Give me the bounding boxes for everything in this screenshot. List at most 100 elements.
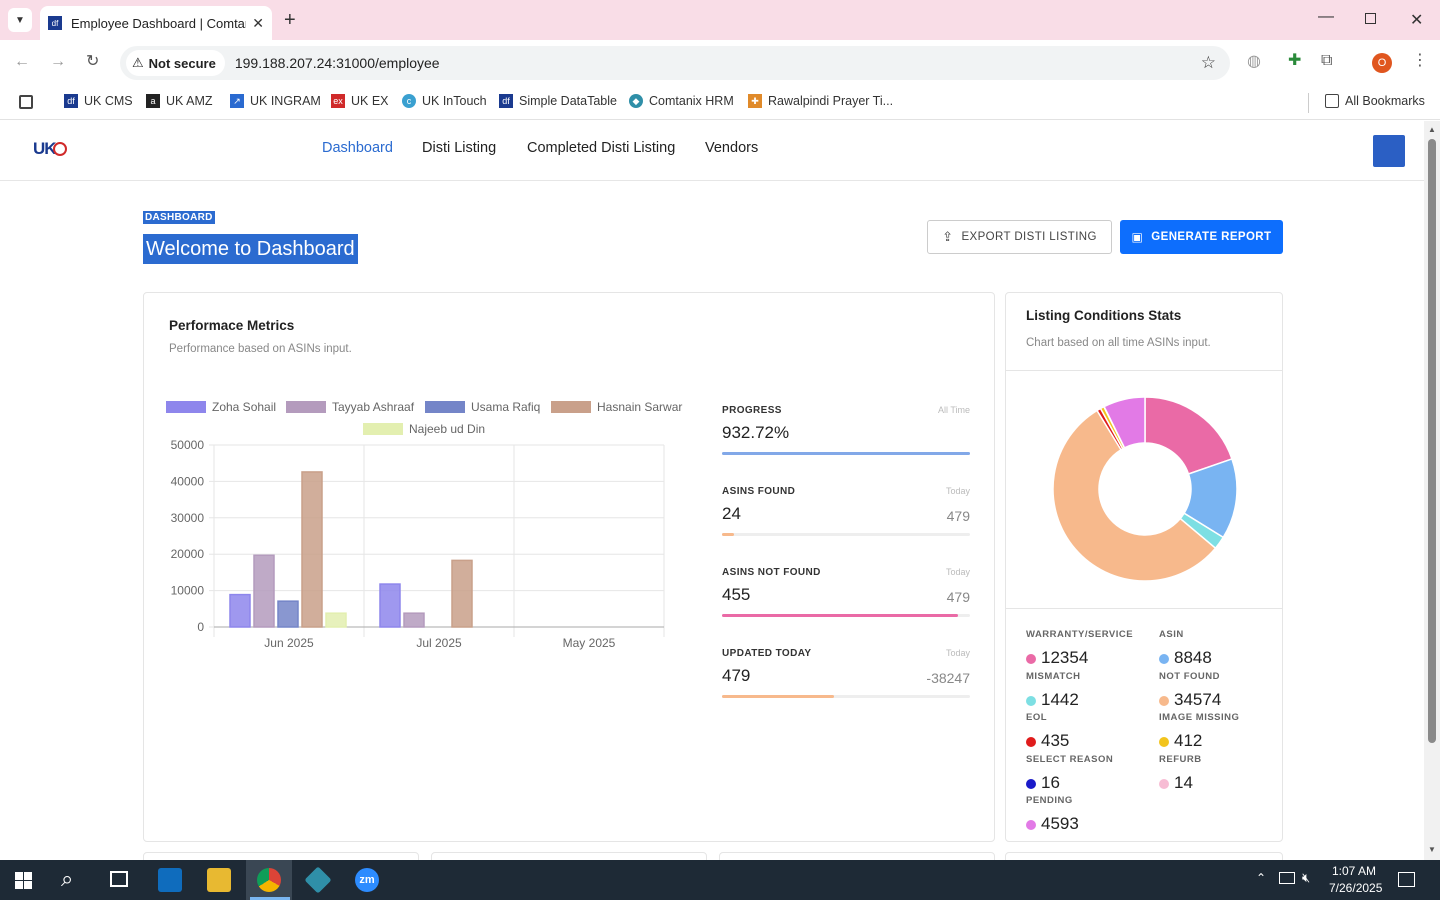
scroll-down-icon[interactable]: ▼ — [1428, 845, 1436, 854]
divider — [1006, 370, 1282, 371]
bookmark-comtanix-hrm[interactable]: ◆ Comtanix HRM — [629, 94, 734, 108]
metric-value: 24 — [722, 504, 741, 523]
profile-avatar[interactable]: O — [1372, 53, 1392, 73]
bar-najeeb-ud-din — [325, 612, 347, 628]
warning-icon: ⚠ — [132, 55, 144, 70]
more-menu-icon[interactable]: ⋮ — [1412, 52, 1428, 69]
page-scrollbar[interactable]: ▲ ▼ — [1424, 121, 1440, 860]
bar-tayyab-ashraaf — [403, 612, 425, 628]
restore-icon[interactable] — [1365, 13, 1376, 24]
extension-plus-icon[interactable]: ✚ — [1288, 52, 1302, 69]
performance-subtitle: Performance based on ASINs input. — [169, 343, 352, 355]
nav-dashboard[interactable]: Dashboard — [322, 140, 393, 156]
close-window-icon[interactable]: ✕ — [1410, 12, 1424, 29]
stat-label: NOT FOUND — [1159, 670, 1220, 682]
metric-progress-bar — [722, 452, 970, 455]
stat-value: 34574 — [1159, 690, 1221, 710]
metric-progress-bar — [722, 533, 735, 536]
stat-label: SELECT REASON — [1026, 753, 1114, 765]
extensions-puzzle-icon[interactable]: ⧉ — [1321, 52, 1333, 69]
metric-value: 479 — [722, 666, 751, 685]
generate-report-button[interactable]: ▣ GENERATE REPORT — [1120, 220, 1283, 254]
divider — [1006, 608, 1282, 609]
windows-start-icon[interactable] — [15, 872, 32, 889]
nav-disti-listing[interactable]: Disti Listing — [422, 140, 497, 156]
card-stub — [1005, 852, 1283, 860]
network-icon[interactable] — [1279, 872, 1295, 884]
bookmarks-divider — [1308, 93, 1309, 113]
bookmark-uk-ingram[interactable]: ↗ UK INGRAM — [230, 94, 321, 108]
user-avatar[interactable] — [1373, 135, 1405, 167]
notifications-icon[interactable] — [1398, 872, 1415, 887]
back-icon[interactable]: ← — [14, 53, 30, 70]
bookmark-simple-datatable[interactable]: df Simple DataTable — [499, 94, 617, 108]
x-tick-label: May 2025 — [563, 636, 616, 650]
card-stub — [719, 852, 995, 860]
nav-completed-disti-listing[interactable]: Completed Disti Listing — [527, 140, 676, 156]
active-indicator — [250, 897, 290, 900]
uk-logo[interactable]: UK — [33, 139, 67, 159]
bookmark-star-icon[interactable]: ☆ — [1200, 53, 1216, 72]
y-tick-label: 0 — [197, 620, 204, 634]
clock-time[interactable]: 1:07 AM — [1332, 864, 1377, 878]
metric-total: 479 — [946, 589, 970, 605]
listing-subtitle: Chart based on all time ASINs input. — [1026, 337, 1211, 349]
bookmarks-bar: df UK CMS a UK AMZ ↗ UK INGRAM ex UK EX c UK … — [0, 86, 1440, 120]
clock-date[interactable]: 7/26/2025 — [1329, 881, 1383, 895]
file-explorer-icon[interactable] — [207, 868, 231, 892]
apps-grid-icon[interactable] — [19, 95, 33, 109]
legend-swatch — [286, 401, 326, 413]
performance-title: Performace Metrics — [169, 318, 295, 333]
legend-swatch — [551, 401, 591, 413]
stat-number: 12354 — [1041, 648, 1089, 667]
close-tab-icon[interactable]: ✕ — [252, 14, 264, 31]
address-bar[interactable]: ⚠ Not secure 199.188.207.24:31000/employ… — [120, 46, 1230, 80]
outlook-icon[interactable] — [158, 868, 182, 892]
translate-icon[interactable]: ◍ — [1247, 53, 1261, 70]
bar-zoha-sohail — [379, 583, 401, 628]
volume-muted-icon[interactable]: 🔇︎ — [1302, 870, 1311, 885]
forward-icon[interactable]: → — [50, 53, 66, 70]
url-text[interactable]: 199.188.207.24:31000/employee — [234, 55, 440, 71]
windows-taskbar: ⌕ zm ⌃ 🔇︎ 1:07 AM 7/26/2025 — [0, 860, 1440, 900]
stat-number: 412 — [1174, 731, 1203, 750]
tray-chevron-icon[interactable]: ⌃ — [1256, 871, 1267, 885]
app-navbar: UK Dashboard Disti Listing Completed Dis… — [0, 121, 1424, 181]
browser-tab[interactable]: df Employee Dashboard | Comtanix ✕ — [40, 6, 272, 40]
export-disti-listing-button[interactable]: ⇪ EXPORT DISTI LISTING — [927, 220, 1112, 254]
nav-vendors[interactable]: Vendors — [705, 140, 759, 156]
app-diamond-icon[interactable] — [304, 866, 332, 894]
bookmark-uk-ex[interactable]: ex UK EX — [331, 94, 389, 108]
metric-tag: Today — [945, 648, 970, 658]
bookmark-uk-intouch[interactable]: c UK InTouch — [402, 94, 487, 108]
task-view-icon[interactable] — [110, 871, 128, 887]
bookmark-uk-cms[interactable]: df UK CMS — [64, 94, 133, 108]
scroll-up-icon[interactable]: ▲ — [1428, 125, 1436, 134]
bookmark-uk-amz[interactable]: a UK AMZ — [146, 94, 213, 108]
legend-label: Hasnain Sarwar — [597, 400, 682, 414]
chrome-icon[interactable] — [257, 868, 281, 892]
zoom-icon[interactable]: zm — [355, 868, 379, 892]
stat-label: WARRANTY/SERVICE — [1026, 629, 1134, 640]
tab-list-dropdown-icon[interactable]: ▼ — [8, 8, 32, 32]
stat-value: 412 — [1159, 731, 1202, 751]
site-favicon-icon: df — [48, 16, 62, 30]
search-icon[interactable]: ⌕ — [61, 866, 74, 891]
stat-number: 8848 — [1174, 648, 1212, 667]
minimize-icon[interactable]: — — [1318, 8, 1334, 25]
breadcrumb: DASHBOARD — [143, 211, 215, 224]
metric-tag: All Time — [937, 405, 970, 415]
all-bookmarks-folder[interactable]: All Bookmarks — [1325, 94, 1425, 108]
scrollbar-thumb[interactable] — [1428, 139, 1436, 743]
legend-label: Tayyab Ashraaf — [332, 400, 415, 414]
stat-value: 8848 — [1159, 648, 1212, 668]
metric-tag: Today — [945, 486, 970, 496]
metric-label: PROGRESS — [722, 405, 782, 416]
reload-icon[interactable]: ↻ — [86, 53, 100, 70]
not-secure-chip[interactable]: ⚠ Not secure — [126, 50, 225, 76]
bookmark-prayer-times[interactable]: ✚ Rawalpindi Prayer Ti... — [748, 94, 893, 108]
y-tick-label: 30000 — [171, 511, 205, 525]
stat-color-dot — [1026, 820, 1036, 830]
new-tab-icon[interactable]: + — [284, 9, 296, 31]
legend-label: Najeeb ud Din — [409, 422, 485, 436]
